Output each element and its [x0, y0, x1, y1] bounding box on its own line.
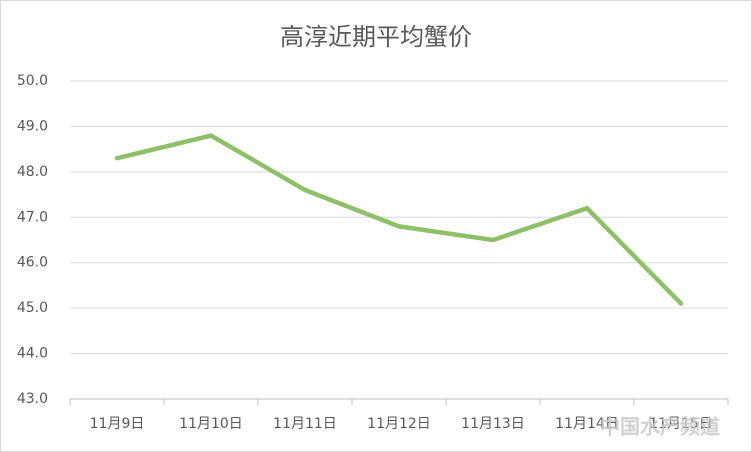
watermark: 中国水产频道 — [600, 415, 720, 439]
plot-area: 43.0 44.0 45.0 46.0 47.0 48.0 49.0 50.0 11月9日 11月… — [17, 73, 729, 432]
line-series — [114, 133, 684, 306]
x-tick-label: 11月13日 — [461, 416, 525, 432]
y-tick-label: 48.0 — [17, 164, 48, 180]
chart-title: 高淳近期平均蟹价 — [280, 23, 472, 51]
y-tick-label: 46.0 — [17, 255, 48, 271]
x-tick-label: 11月12日 — [367, 416, 431, 432]
y-tick-label: 49.0 — [17, 118, 48, 134]
y-tick-label: 50.0 — [17, 73, 48, 89]
y-tick-label: 43.0 — [17, 391, 48, 407]
y-tick-label: 44.0 — [17, 346, 48, 362]
x-tick-label: 11月10日 — [179, 416, 243, 432]
x-tick-label: 11月14日 — [555, 416, 619, 432]
x-tick-label: 11月15日 — [649, 416, 713, 432]
x-tick-label: 11月11日 — [273, 416, 337, 432]
y-tick-label: 45.0 — [17, 300, 48, 316]
x-tick-label: 11月9日 — [90, 416, 145, 432]
y-tick-label: 47.0 — [17, 209, 48, 225]
